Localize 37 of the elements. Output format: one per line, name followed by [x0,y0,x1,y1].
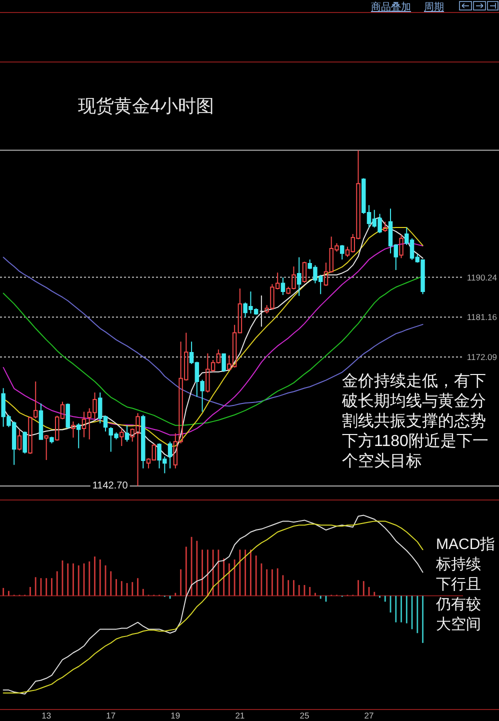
x-tick-label: 13 [42,710,52,720]
candlestick [340,244,344,260]
text: 现货黄金4小时图 [78,96,214,116]
text: MACD指标持续下行且仍有较大空间 [435,536,496,633]
y-tick-label: 1181.16 [466,312,498,322]
candlestick [259,294,264,328]
y-tick-label: 1172.09 [466,352,498,362]
candlestick [38,402,44,440]
line-series [2,256,424,407]
x-tick-label: 19 [170,710,180,720]
candlestick [141,414,146,469]
text: 周期 [424,1,444,13]
x-tick-label: 25 [300,710,310,720]
candlestick [120,428,124,447]
candlestick [44,434,48,461]
candlestick [383,221,388,232]
candlestick [50,436,54,444]
annotation: 金价持续走低，有下破长期均线与黄金分割线共振支撑的态势下方1180附近是下一个空头目标 [341,372,488,470]
candlestick [399,234,404,259]
candlestick [82,411,86,438]
x-tick-label: 21 [235,710,245,720]
ref-line-label: 1142.70 [92,480,128,492]
candlestick [222,352,226,372]
candlestick [76,422,81,449]
candlestick [296,256,302,296]
text: 商品叠加 [371,1,411,13]
x-tick-label: 17 [106,710,116,720]
candlestick [302,261,307,284]
candlestick [124,424,130,442]
y-tick-label: 1190.24 [466,272,498,282]
candlestick [168,441,172,469]
candlestick [71,420,76,438]
candlestick [280,276,286,296]
candlestick [66,402,70,429]
candlestick [17,429,22,451]
x-tick-label: 27 [364,710,374,720]
candlestick [22,431,27,454]
